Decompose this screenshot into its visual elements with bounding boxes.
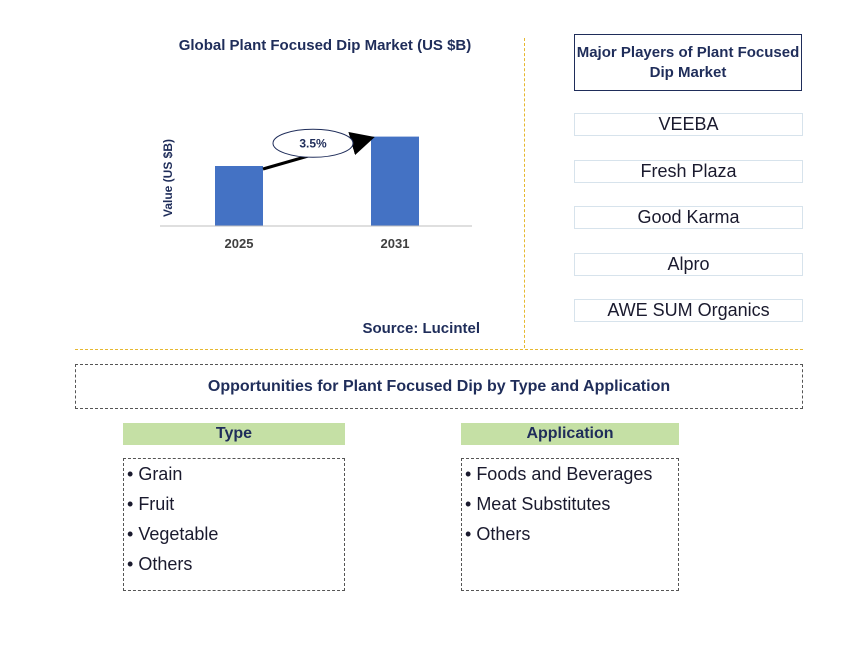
bar-chart: Value (US $B) 2025 2031 3.5% <box>160 128 472 251</box>
opportunities-title: Opportunities for Plant Focused Dip by T… <box>75 364 803 409</box>
list-item: • Grain <box>127 464 183 484</box>
players-title: Major Players of Plant Focused Dip Marke… <box>574 34 802 91</box>
cagr-bubble <box>272 128 354 158</box>
source-label: Source: Lucintel <box>362 320 480 337</box>
cagr-label: 3.5% <box>299 136 327 150</box>
list-item: • Others <box>127 554 193 574</box>
bar-2025 <box>215 166 263 226</box>
type-list: • Grain • Fruit • Vegetable • Others <box>123 458 345 591</box>
chart-title: Global Plant Focused Dip Market (US $B) <box>178 37 472 54</box>
y-axis-label: Value (US $B) <box>161 139 175 217</box>
player-item: Alpro <box>574 253 803 276</box>
x-tick-label: 2031 <box>381 236 410 251</box>
bar-2031 <box>371 136 419 226</box>
player-item: Fresh Plaza <box>574 160 803 183</box>
player-item: Good Karma <box>574 206 803 229</box>
horizontal-divider <box>75 349 803 350</box>
list-item: • Foods and Beverages <box>465 464 653 484</box>
list-item: • Meat Substitutes <box>465 494 611 514</box>
list-item: • Fruit <box>127 494 175 514</box>
list-item: • Others <box>465 524 531 544</box>
player-item: VEEBA <box>574 113 803 136</box>
application-list: • Foods and Beverages • Meat Substitutes… <box>461 458 679 591</box>
x-tick-label: 2025 <box>225 236 254 251</box>
application-header: Application <box>461 423 679 445</box>
vertical-divider <box>524 38 525 348</box>
type-header: Type <box>123 423 345 445</box>
player-item: AWE SUM Organics <box>574 299 803 322</box>
list-item: • Vegetable <box>127 524 219 544</box>
